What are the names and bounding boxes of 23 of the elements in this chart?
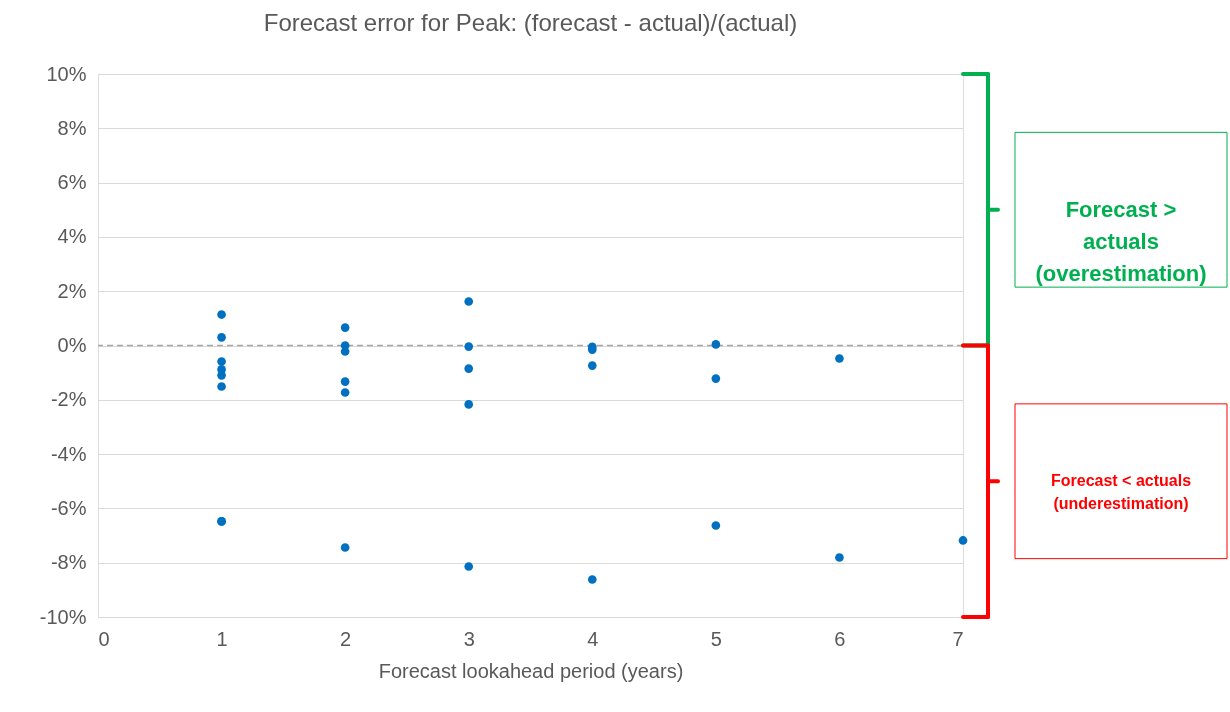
y-tick-label: 0% <box>57 334 87 356</box>
y-tick-label: -8% <box>50 551 87 574</box>
x-tick-label: 3 <box>463 627 475 650</box>
y-tick-label: 8% <box>57 116 87 139</box>
chart-title: Forecast error for Peak: (forecast - actual)/(actual) <box>263 9 798 36</box>
x-tick-label: 6 <box>834 627 846 650</box>
y-tick-label: 2% <box>57 279 87 302</box>
y-tick-label: 4% <box>57 225 87 248</box>
y-tick-label: -4% <box>50 442 87 465</box>
x-axis-title: Forecast lookahead period (years) <box>378 659 684 682</box>
x-tick-label: 1 <box>216 627 228 650</box>
y-tick-label: 6% <box>57 171 87 194</box>
y-tick-label: -10% <box>39 605 87 628</box>
x-tick-label: 5 <box>710 627 722 650</box>
x-tick-label: 7 <box>952 627 964 650</box>
text: Forecast > actuals (overestimation) <box>1035 196 1207 286</box>
x-tick-label: 2 <box>340 627 352 650</box>
text: Forecast < actuals (underestimation) <box>1050 472 1192 513</box>
x-tick-label: 0 <box>98 627 110 650</box>
x-tick-label: 4 <box>587 627 599 650</box>
y-tick-label: -2% <box>50 388 87 411</box>
y-tick-label: 10% <box>46 62 87 85</box>
y-tick-label: -6% <box>50 496 87 519</box>
